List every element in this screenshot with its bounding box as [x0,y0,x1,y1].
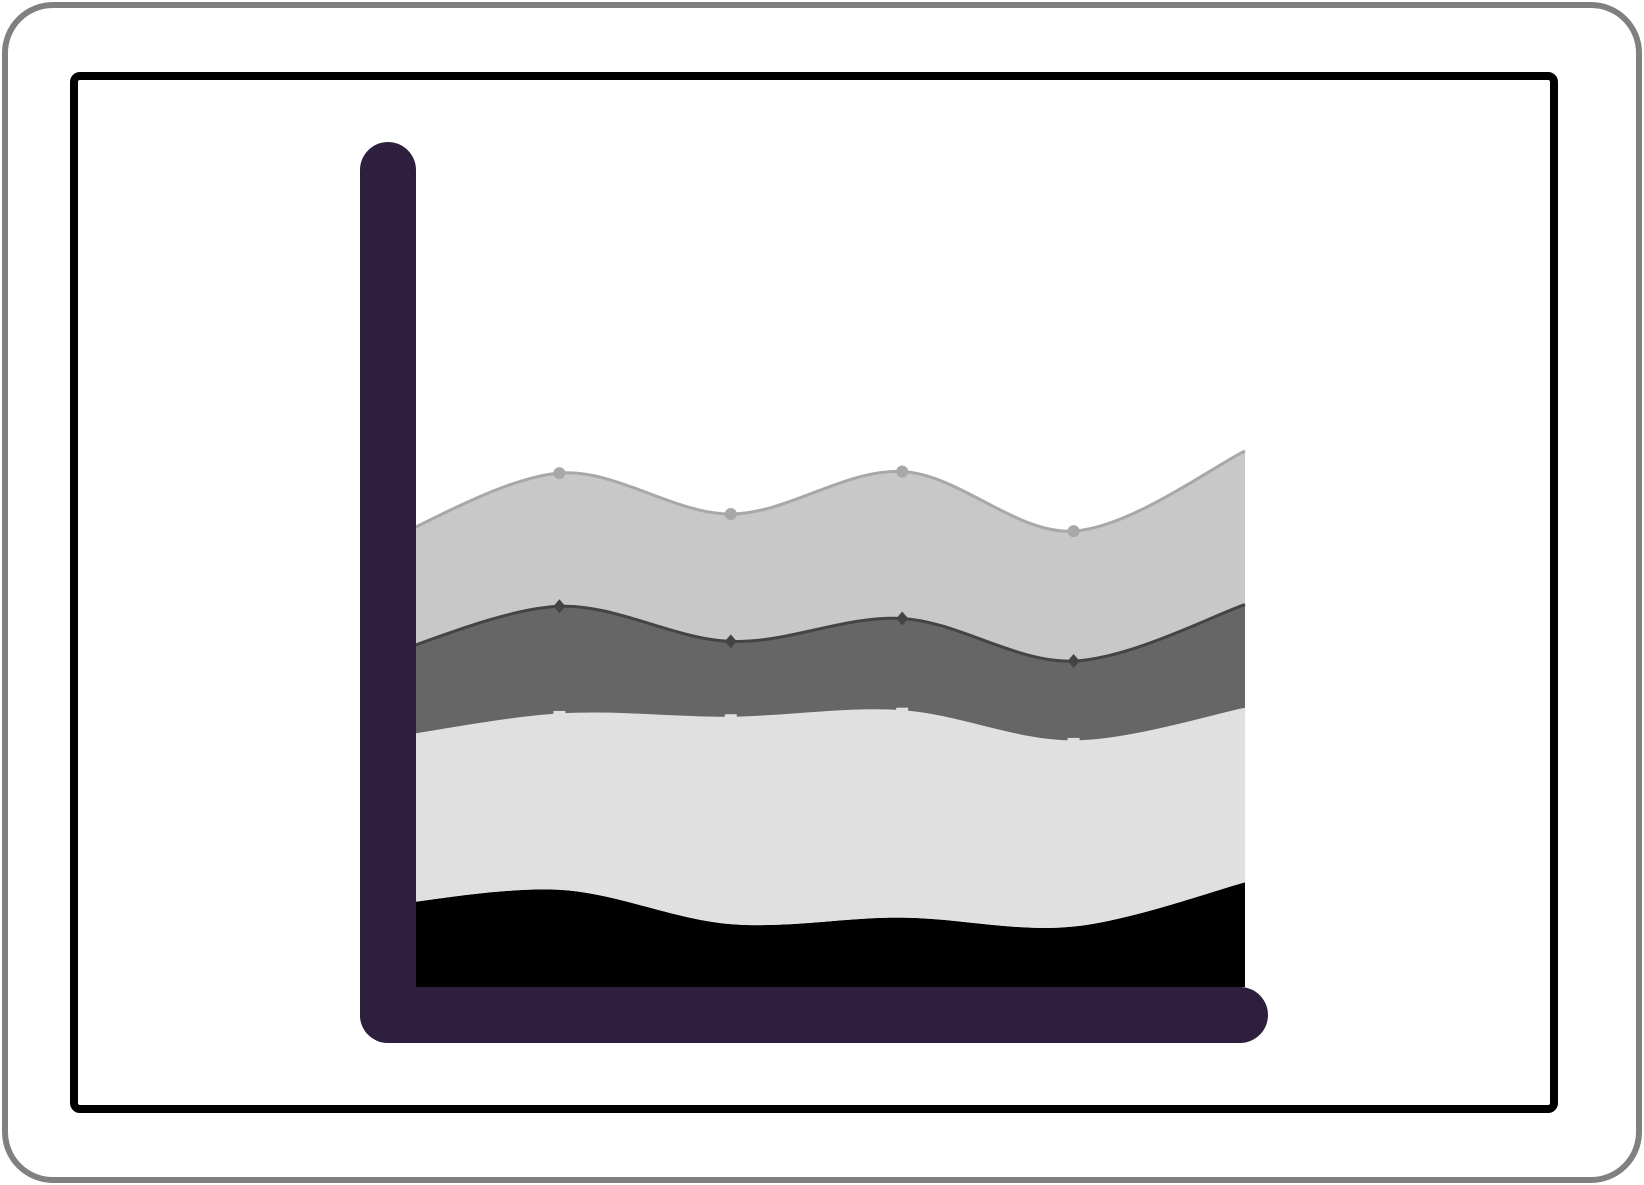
plot-area [387,449,1246,987]
axes [360,142,1268,1043]
series-4-point-4 [1067,525,1080,538]
series-2-point-3 [896,707,909,715]
series-2-point-1 [553,710,566,718]
series-3-point-4 [1067,654,1080,669]
series-3-line [387,603,1246,663]
series-2-area [388,709,1245,928]
series-4-line [387,449,1246,542]
series-4-point-3 [896,465,909,478]
series-2-point-2 [724,714,737,722]
series-4-area [388,451,1245,662]
series-2-line [387,707,1246,744]
series-4-point-1 [553,467,566,480]
series-2-point-4 [1067,737,1080,745]
series-1-area [388,882,1245,987]
series-3-point-2 [724,634,737,649]
series-3-area [388,604,1245,742]
series-3-point-3 [896,611,909,626]
series-3-point-1 [553,599,566,614]
series-4-point-2 [724,507,737,520]
